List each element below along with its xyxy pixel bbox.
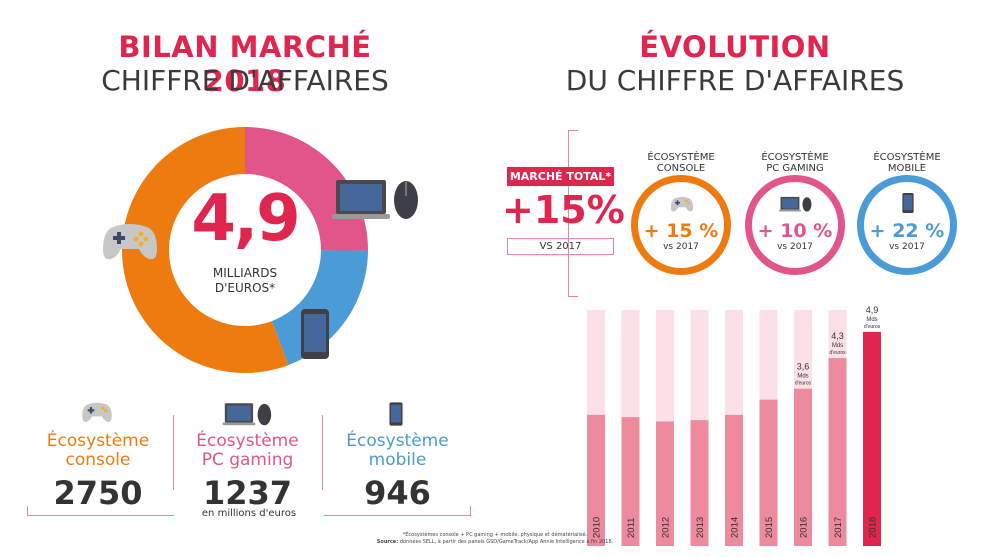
bar-2014 bbox=[725, 414, 743, 546]
bar-2015 bbox=[759, 399, 778, 546]
bar-chart: 2010 2011 2012 2013 2014 2015 2016 2017 2018 3,6 M… bbox=[587, 305, 881, 546]
eco-pc-value: + 10 % bbox=[757, 220, 833, 242]
bar-2018 bbox=[863, 331, 881, 546]
category-mobile-label: Écosystème mobile bbox=[325, 432, 470, 470]
donut-slice-mobile bbox=[271, 250, 368, 366]
gamepad-icon bbox=[82, 402, 112, 422]
x-tick-label: 2012 bbox=[661, 517, 672, 538]
footnote-source: Source: données SELL, à partir des panel… bbox=[340, 539, 650, 546]
market-bracket bbox=[568, 130, 578, 297]
footnote-source-label: Source: bbox=[376, 539, 399, 545]
right-title: ÉVOLUTION bbox=[639, 30, 831, 64]
eco-mobile-value: + 22 % bbox=[869, 220, 945, 242]
x-tick-label: 2016 bbox=[799, 517, 810, 538]
eco-console-vs: vs 2017 bbox=[663, 242, 699, 252]
category-console-label-line2: console bbox=[65, 450, 131, 470]
eco-console-label: ÉCOSYSTÈME CONSOLE bbox=[621, 152, 741, 174]
eco-pc-circle: + 10 % vs 2017 bbox=[745, 175, 845, 275]
eco-console-circle: + 15 % vs 2017 bbox=[631, 175, 731, 275]
right-subtitle: DU CHIFFRE D'AFFAIRES bbox=[565, 64, 905, 97]
bar-2011 bbox=[621, 417, 640, 546]
eco-pc-label-line1: ÉCOSYSTÈME bbox=[761, 152, 829, 163]
market-total-label: MARCHÉ TOTAL* bbox=[507, 167, 614, 186]
eco-mobile-label-line2: MOBILE bbox=[887, 163, 927, 174]
eco-console-label-line2: CONSOLE bbox=[656, 163, 706, 174]
x-tick-label: 2010 bbox=[592, 517, 603, 538]
donut-slice-pc bbox=[245, 127, 368, 251]
donut-unit-line2: D'EUROS* bbox=[214, 281, 276, 295]
category-console-label: Écosystème console bbox=[28, 432, 168, 470]
eco-pc-vs: vs 2017 bbox=[777, 242, 813, 252]
category-pc-label-line1: Écosystème bbox=[196, 431, 299, 451]
divider bbox=[322, 415, 323, 490]
left-title: BILAN MARCHÉ 2018 bbox=[118, 30, 372, 98]
data-label-value: 4,9 bbox=[866, 305, 879, 315]
donut-unit-line1: MILLIARDS bbox=[212, 266, 278, 280]
donut-value: 4,9 bbox=[191, 182, 300, 256]
eco-console-value: + 15 % bbox=[643, 220, 719, 242]
data-label-unit: Mds bbox=[797, 374, 808, 380]
bar-2017 bbox=[828, 358, 847, 546]
bar-2013 bbox=[690, 420, 709, 546]
data-label-unit: d'euros bbox=[795, 381, 812, 387]
donut-unit: MILLIARDS D'EUROS* bbox=[185, 266, 305, 296]
market-total-vs: VS 2017 bbox=[507, 238, 614, 255]
footnote-line1: *Écosystèmes console + PC gaming + mobil… bbox=[402, 532, 588, 538]
data-label-unit: d'euros bbox=[864, 324, 881, 330]
data-label-unit: Mds bbox=[832, 343, 843, 349]
category-console-label-line1: Écosystème bbox=[46, 431, 150, 451]
unit-note: en millions d'euros bbox=[174, 508, 324, 519]
data-label-unit: d'euros bbox=[829, 350, 846, 356]
data-label-unit: Mds bbox=[866, 317, 877, 323]
x-tick-label: 2017 bbox=[833, 517, 844, 538]
eco-pc-label-line2: PC GAMING bbox=[766, 163, 824, 174]
smartphone-icon bbox=[301, 309, 329, 359]
eco-mobile-circle: + 22 % vs 2017 bbox=[857, 175, 957, 275]
gamepad-icon bbox=[670, 197, 694, 212]
footnote-source-text: données SELL, à partir des panels GSD/Ga… bbox=[399, 539, 614, 545]
x-tick-label: 2011 bbox=[626, 518, 637, 538]
eco-mobile-vs: vs 2017 bbox=[889, 242, 925, 252]
eco-mobile-label: ÉCOSYSTÈME MOBILE bbox=[847, 152, 967, 174]
data-label-value: 4,3 bbox=[831, 331, 844, 341]
bar-2010 bbox=[587, 414, 605, 546]
eco-pc-label: ÉCOSYSTÈME PC GAMING bbox=[735, 152, 855, 174]
category-pc-label: Écosystème PC gaming bbox=[175, 432, 320, 470]
market-total-value: +15% bbox=[502, 188, 625, 232]
eco-console-label-line1: ÉCOSYSTÈME bbox=[647, 152, 715, 163]
x-tick-label: 2015 bbox=[764, 517, 775, 538]
bar-2016 bbox=[794, 388, 812, 546]
bar-2012 bbox=[656, 421, 674, 546]
donut-chart bbox=[122, 127, 368, 373]
category-pc-value: 1237 bbox=[202, 474, 293, 512]
data-label-value: 3,6 bbox=[797, 362, 810, 372]
divider bbox=[173, 415, 174, 490]
category-mobile-label-line1: Écosystème bbox=[346, 431, 449, 451]
category-console-value: 2750 bbox=[53, 474, 143, 512]
laptop-mouse-icon bbox=[779, 196, 812, 212]
category-pc-label-line2: PC gaming bbox=[201, 450, 294, 470]
eco-mobile-label-line1: ÉCOSYSTÈME bbox=[873, 152, 941, 163]
x-tick-label: 2013 bbox=[695, 517, 706, 538]
x-tick-label: 2018 bbox=[868, 517, 879, 538]
laptop-mouse-icon bbox=[332, 180, 418, 219]
smartphone-icon bbox=[389, 402, 403, 426]
category-mobile-label-line2: mobile bbox=[368, 450, 427, 470]
category-mobile-value: 946 bbox=[364, 474, 431, 512]
footnote: *Écosystèmes console + PC gaming + mobil… bbox=[340, 532, 650, 546]
left-subtitle: CHIFFRE D'AFFAIRES bbox=[101, 64, 389, 97]
x-tick-label: 2014 bbox=[730, 517, 741, 538]
smartphone-icon bbox=[902, 193, 914, 213]
gamepad-icon bbox=[103, 224, 157, 260]
donut-slice-console bbox=[122, 127, 289, 373]
laptop-mouse-icon bbox=[222, 403, 272, 426]
